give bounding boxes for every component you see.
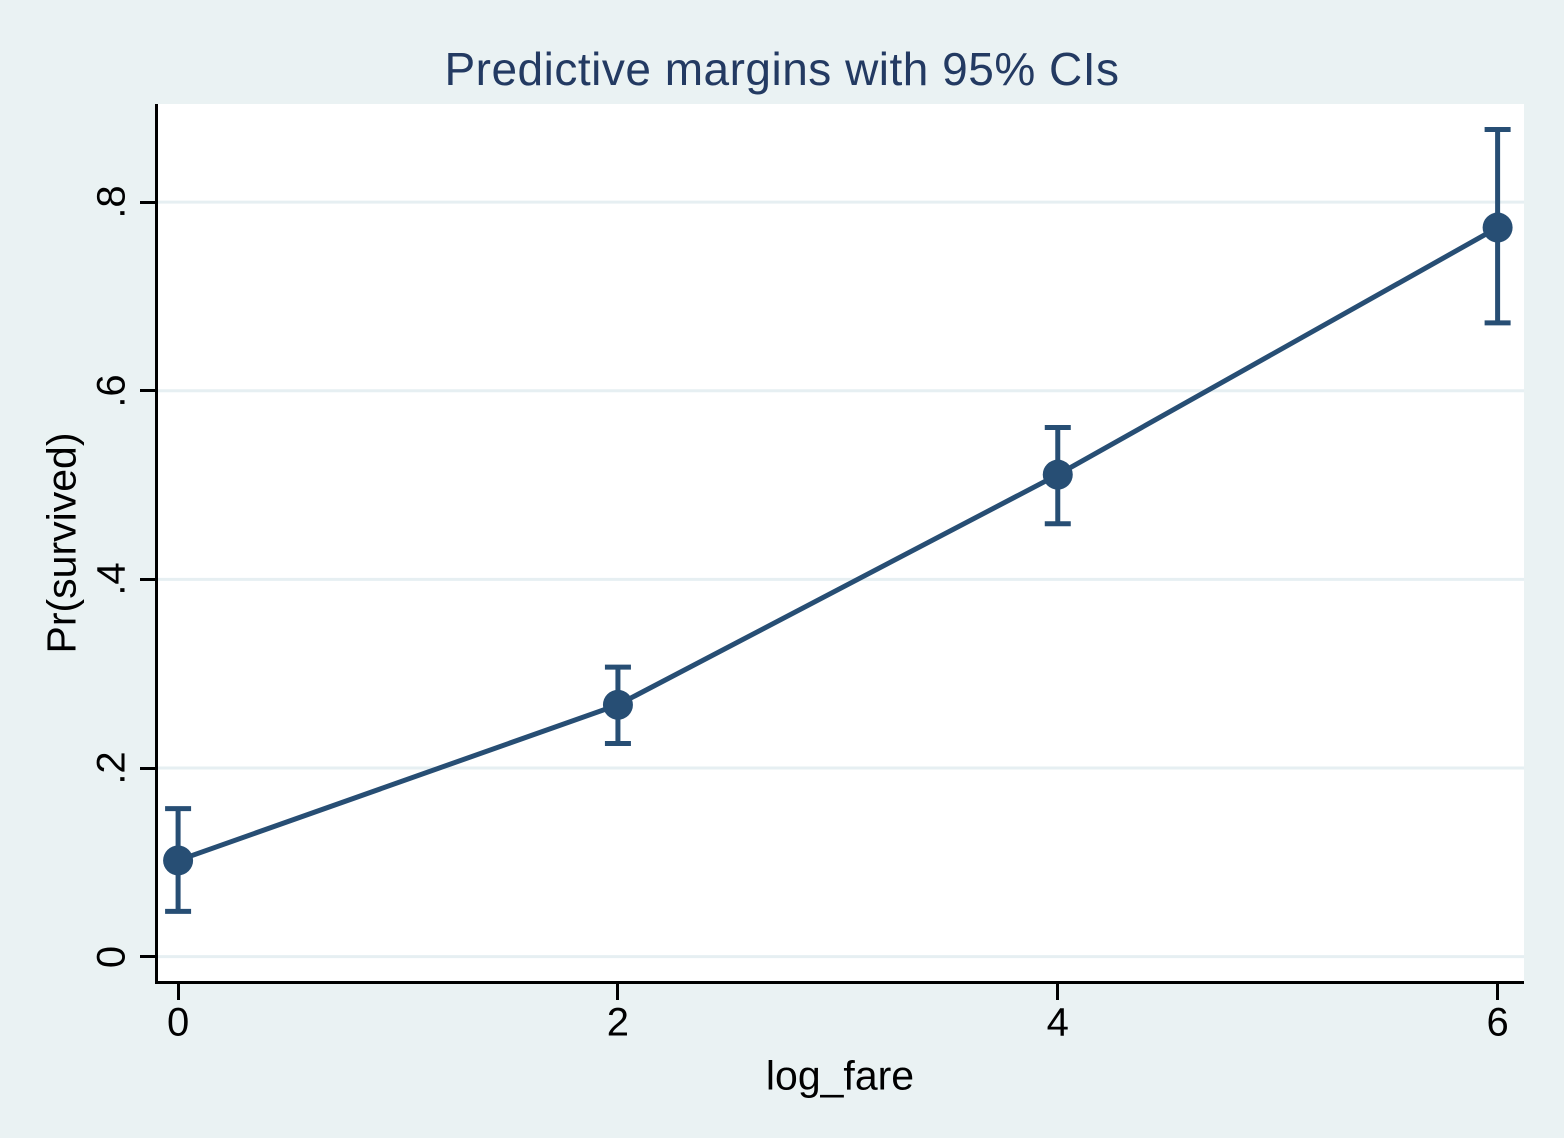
x-tick-label: 0	[166, 1000, 190, 1045]
margins-plot-canvas	[155, 104, 1524, 984]
y-tick-mark	[140, 200, 155, 204]
x-tick-label: 6	[1486, 1000, 1509, 1045]
x-tick-mark	[1056, 984, 1060, 1000]
margin-marker	[602, 689, 633, 720]
y-tick-label: .2	[89, 751, 134, 785]
margin-marker	[1042, 459, 1073, 490]
y-axis-title: Pr(survived)	[38, 432, 85, 654]
x-axis-title: log_fare	[765, 1052, 915, 1099]
x-tick-label: 4	[1046, 1000, 1069, 1045]
y-tick-label: 0	[89, 945, 134, 968]
y-tick-label: .4	[89, 562, 134, 597]
plot-area	[155, 104, 1524, 984]
margin-marker	[1482, 212, 1513, 243]
margin-marker	[163, 845, 194, 876]
y-tick-label: .6	[89, 374, 134, 408]
y-tick-mark	[140, 577, 155, 581]
y-tick-mark	[140, 389, 155, 393]
x-tick-mark	[616, 984, 620, 1000]
x-tick-mark	[176, 984, 180, 1000]
margins-line	[177, 225, 1499, 863]
x-tick-mark	[1496, 984, 1500, 1000]
chart-title: Predictive margins with 95% CIs	[444, 43, 1120, 95]
y-tick-mark	[140, 955, 155, 959]
y-tick-mark	[140, 766, 155, 770]
y-tick-label: .8	[89, 185, 134, 219]
x-tick-label: 2	[606, 1000, 630, 1045]
